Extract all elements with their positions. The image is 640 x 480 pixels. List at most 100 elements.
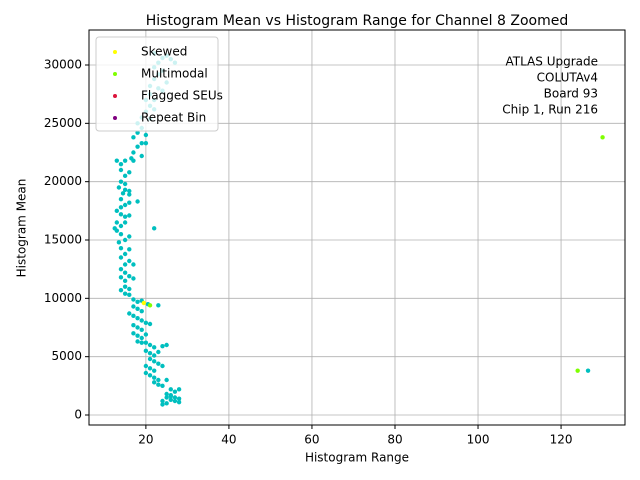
point xyxy=(131,150,136,155)
point xyxy=(156,361,161,366)
point xyxy=(118,179,124,184)
point xyxy=(164,395,169,400)
legend-box xyxy=(95,36,219,132)
point xyxy=(139,327,144,333)
point xyxy=(118,231,124,237)
point xyxy=(143,332,149,337)
point xyxy=(147,342,153,348)
x-tick-label: 20 xyxy=(138,433,153,447)
point xyxy=(176,396,182,401)
point xyxy=(118,266,124,272)
point xyxy=(151,226,157,231)
point xyxy=(127,292,132,298)
point xyxy=(160,343,165,349)
point xyxy=(114,158,120,163)
point xyxy=(122,173,128,179)
point xyxy=(122,262,128,267)
point xyxy=(127,188,132,194)
point xyxy=(151,368,157,373)
point xyxy=(147,303,153,308)
point xyxy=(118,212,124,217)
point xyxy=(122,158,128,163)
point xyxy=(118,196,124,202)
point xyxy=(127,286,132,292)
point xyxy=(151,375,157,380)
point xyxy=(176,387,182,392)
y-axis-label: Histogram Mean xyxy=(15,179,29,278)
point xyxy=(156,377,161,383)
point xyxy=(127,258,132,264)
point xyxy=(122,187,128,193)
annotation: Board 93 xyxy=(544,87,598,101)
point xyxy=(139,340,144,345)
y-tick-label: 15000 xyxy=(44,233,82,247)
point xyxy=(122,181,128,187)
point xyxy=(114,228,120,233)
y-tick-label: 20000 xyxy=(44,174,82,188)
point xyxy=(135,199,140,204)
point xyxy=(143,132,149,138)
point xyxy=(575,368,580,373)
point xyxy=(118,245,124,251)
point xyxy=(118,255,124,260)
point xyxy=(135,339,140,344)
point xyxy=(127,311,132,316)
x-tick-label: 80 xyxy=(387,433,402,447)
legend-marker xyxy=(113,116,117,120)
point xyxy=(131,276,136,281)
point xyxy=(164,377,169,383)
point xyxy=(160,402,165,407)
point xyxy=(172,398,178,404)
point xyxy=(116,185,122,190)
point xyxy=(122,284,128,289)
point xyxy=(122,202,128,208)
x-tick-label: 100 xyxy=(467,433,490,447)
point xyxy=(139,153,144,159)
point xyxy=(131,297,136,302)
point xyxy=(129,156,134,161)
point xyxy=(118,161,124,167)
point xyxy=(147,356,153,362)
point xyxy=(122,291,128,296)
legend-marker xyxy=(113,50,117,54)
point xyxy=(114,220,120,225)
point xyxy=(127,234,132,239)
point xyxy=(135,299,140,305)
point xyxy=(143,340,149,345)
point xyxy=(143,140,149,146)
point xyxy=(139,318,144,323)
legend-label: Flagged SEUs xyxy=(141,89,223,103)
legend-label: Multimodal xyxy=(141,67,208,81)
x-tick-label: 120 xyxy=(550,433,573,447)
point xyxy=(127,273,132,279)
point xyxy=(143,363,149,369)
point xyxy=(585,368,591,373)
point xyxy=(156,382,161,387)
point xyxy=(118,223,124,229)
point xyxy=(139,335,144,341)
point xyxy=(147,373,153,378)
point xyxy=(600,135,605,140)
point xyxy=(118,287,124,293)
point xyxy=(147,366,153,371)
y-tick-label: 10000 xyxy=(44,291,82,305)
point xyxy=(168,387,173,392)
point xyxy=(151,380,157,385)
chart-title: Histogram Mean vs Histogram Range for Ch… xyxy=(146,13,568,29)
point xyxy=(147,350,153,356)
point xyxy=(147,321,153,327)
legend-label: Skewed xyxy=(141,45,187,59)
legend-marker xyxy=(113,72,117,76)
point xyxy=(143,320,149,326)
point xyxy=(160,383,165,389)
point xyxy=(156,349,161,355)
point xyxy=(135,144,140,149)
point xyxy=(122,214,128,219)
point xyxy=(135,325,140,330)
point xyxy=(135,315,140,321)
legend-label: Repeat Bin xyxy=(141,111,206,125)
point xyxy=(172,389,178,394)
x-tick-label: 60 xyxy=(304,433,319,447)
point xyxy=(131,304,136,309)
